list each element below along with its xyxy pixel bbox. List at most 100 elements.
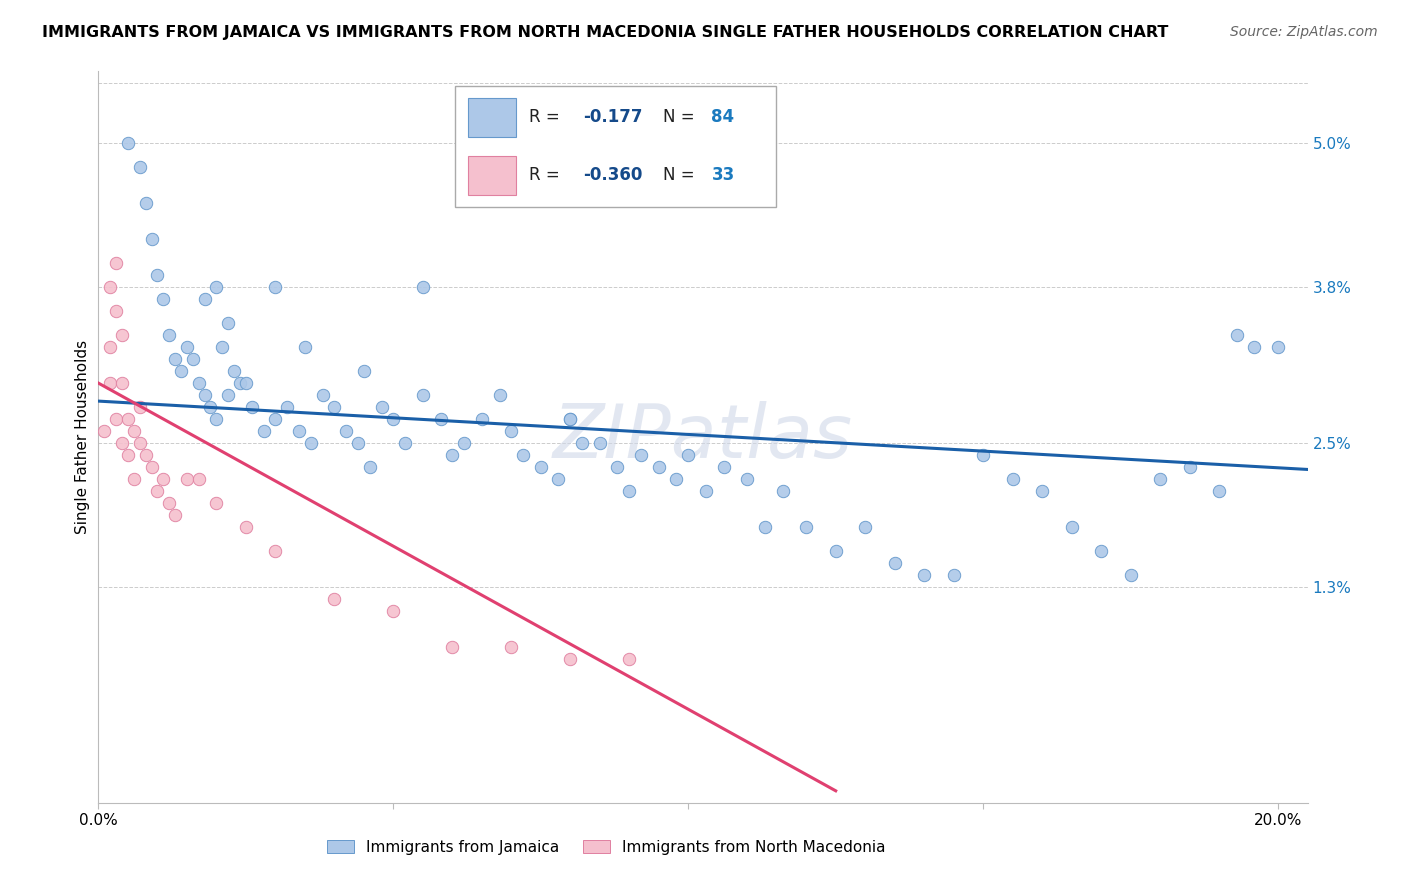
Point [1178, 460, 1201, 475]
Point [135, 196, 157, 211]
Point [105, 412, 128, 426]
Point [200, 400, 222, 414]
Point [181, 352, 204, 367]
Point [117, 448, 139, 462]
Point [501, 640, 523, 654]
Point [311, 388, 333, 402]
Point [217, 316, 239, 330]
Point [382, 604, 405, 618]
Point [488, 388, 510, 402]
Legend: Immigrants from Jamaica, Immigrants from North Macedonia: Immigrants from Jamaica, Immigrants from… [321, 834, 891, 861]
Point [205, 280, 228, 294]
Point [141, 460, 163, 475]
Point [146, 483, 169, 498]
Text: IMMIGRANTS FROM JAMAICA VS IMMIGRANTS FROM NORTH MACEDONIA SINGLE FATHER HOUSEHO: IMMIGRANTS FROM JAMAICA VS IMMIGRANTS FR… [42, 25, 1168, 40]
Point [772, 483, 794, 498]
Point [1001, 472, 1024, 486]
Text: ZIPatlas: ZIPatlas [553, 401, 853, 473]
Point [170, 364, 193, 378]
Point [323, 400, 346, 414]
Point [152, 292, 174, 306]
Point [157, 496, 180, 510]
Point [471, 412, 494, 426]
Point [135, 448, 157, 462]
Point [824, 544, 846, 558]
Point [93, 424, 115, 438]
Point [695, 483, 717, 498]
Point [240, 400, 263, 414]
Point [235, 520, 257, 534]
Point [111, 376, 134, 391]
Point [217, 388, 239, 402]
Point [794, 520, 817, 534]
Point [412, 280, 434, 294]
Point [176, 472, 198, 486]
Point [165, 508, 187, 522]
Point [453, 436, 475, 450]
Point [229, 376, 252, 391]
Point [1060, 520, 1083, 534]
Point [501, 424, 523, 438]
Point [117, 136, 139, 151]
Y-axis label: Single Father Households: Single Father Households [75, 340, 90, 534]
Point [619, 483, 641, 498]
Point [512, 448, 534, 462]
Point [678, 448, 700, 462]
Point [323, 591, 346, 606]
Point [288, 424, 311, 438]
Point [165, 352, 187, 367]
Point [883, 556, 905, 570]
Text: Source: ZipAtlas.com: Source: ZipAtlas.com [1230, 25, 1378, 39]
Point [353, 364, 375, 378]
Point [571, 436, 593, 450]
Point [665, 472, 688, 486]
Point [176, 340, 198, 354]
Point [382, 412, 405, 426]
Point [128, 400, 150, 414]
Point [619, 652, 641, 666]
Point [122, 424, 145, 438]
Point [141, 232, 163, 246]
Point [111, 436, 134, 450]
Point [912, 568, 935, 582]
Point [1208, 483, 1230, 498]
Point [205, 496, 228, 510]
Point [606, 460, 628, 475]
Point [429, 412, 451, 426]
Point [1267, 340, 1289, 354]
Point [441, 448, 464, 462]
Point [359, 460, 381, 475]
Point [122, 472, 145, 486]
Point [1090, 544, 1112, 558]
Point [264, 412, 287, 426]
Point [412, 388, 434, 402]
Point [560, 652, 582, 666]
Point [1243, 340, 1265, 354]
Point [235, 376, 257, 391]
Point [1031, 483, 1053, 498]
Point [264, 544, 287, 558]
Point [187, 472, 209, 486]
Point [152, 472, 174, 486]
Point [98, 376, 121, 391]
Point [735, 472, 758, 486]
Point [853, 520, 876, 534]
Point [299, 436, 322, 450]
Point [98, 280, 121, 294]
Point [128, 161, 150, 175]
Point [187, 376, 209, 391]
Point [394, 436, 416, 450]
Point [211, 340, 233, 354]
Point [713, 460, 735, 475]
Point [117, 412, 139, 426]
Point [194, 388, 217, 402]
Point [105, 256, 128, 270]
Point [1226, 328, 1249, 343]
Point [276, 400, 298, 414]
Point [252, 424, 274, 438]
Point [347, 436, 370, 450]
Point [98, 340, 121, 354]
Point [205, 412, 228, 426]
Point [157, 328, 180, 343]
Point [128, 436, 150, 450]
